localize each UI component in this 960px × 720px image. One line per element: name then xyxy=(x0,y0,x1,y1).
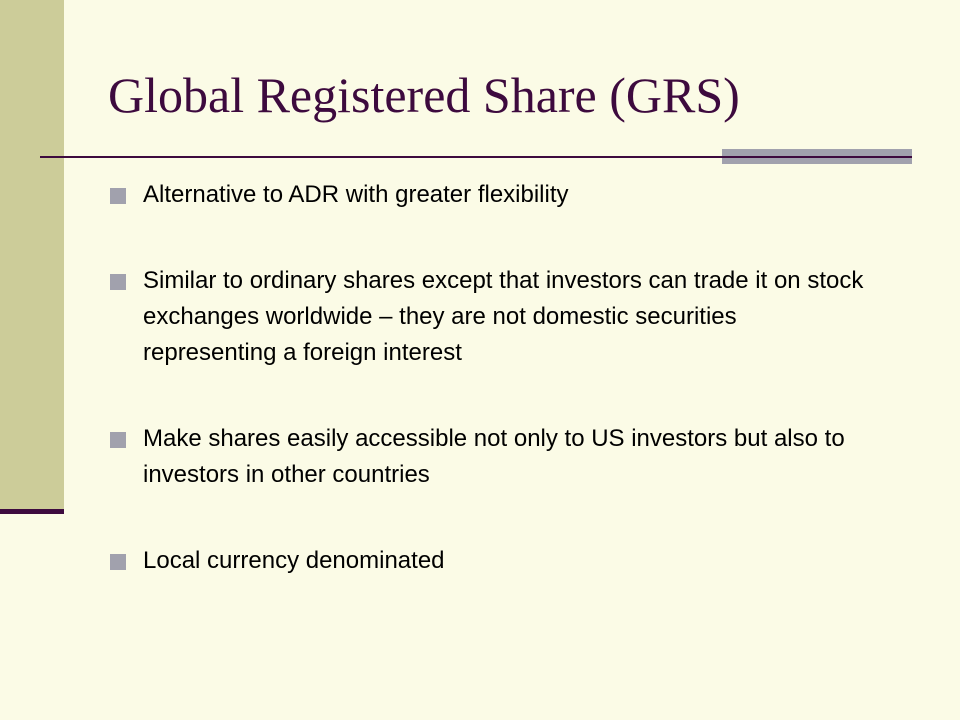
square-bullet-icon xyxy=(110,432,126,448)
bullet-text: Similar to ordinary shares except that i… xyxy=(143,267,864,366)
square-bullet-icon xyxy=(110,274,126,290)
title-divider-accent xyxy=(722,149,912,164)
bullet-list: Alternative to ADR with greater flexibil… xyxy=(110,177,870,579)
bullet-text: Local currency denominated xyxy=(143,547,445,574)
bullet-item: Similar to ordinary shares except that i… xyxy=(110,263,870,371)
bullet-text: Make shares easily accessible not only t… xyxy=(143,425,845,488)
square-bullet-icon xyxy=(110,554,126,570)
left-decorative-strip xyxy=(0,0,64,512)
bullet-item: Alternative to ADR with greater flexibil… xyxy=(110,177,870,213)
slide-title: Global Registered Share (GRS) xyxy=(108,67,740,123)
left-strip-underline xyxy=(0,509,64,514)
bullet-item: Make shares easily accessible not only t… xyxy=(110,421,870,493)
bullet-item: Local currency denominated xyxy=(110,543,870,579)
title-divider-line xyxy=(40,156,912,158)
square-bullet-icon xyxy=(110,188,126,204)
title-divider-accent-line xyxy=(722,156,912,158)
bullet-text: Alternative to ADR with greater flexibil… xyxy=(143,181,569,208)
